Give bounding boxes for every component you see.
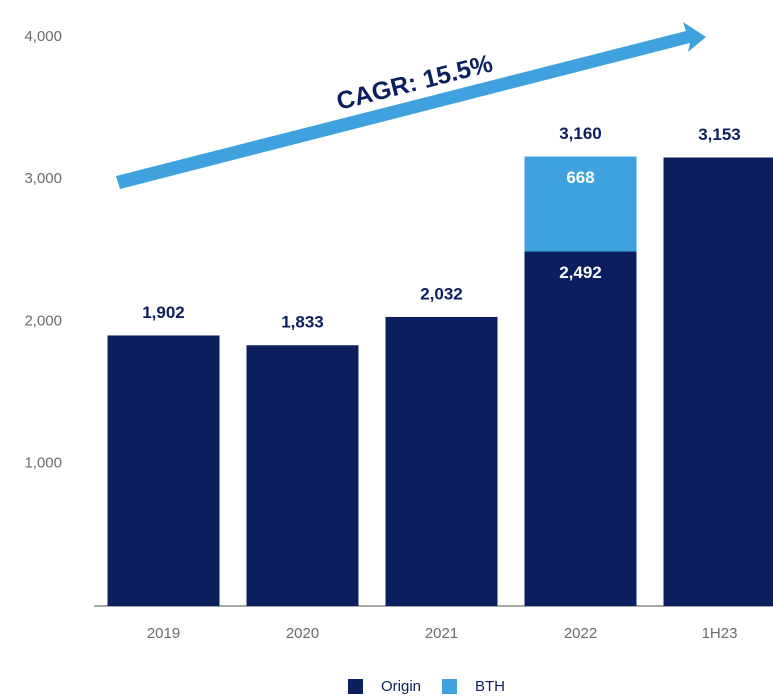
y-tick-label: 1,000 — [24, 455, 62, 472]
x-tick-label: 2022 — [564, 625, 597, 642]
total-label: 3,160 — [559, 124, 602, 143]
bar-segment — [246, 345, 359, 606]
y-tick-label: 4,000 — [24, 28, 62, 45]
legend-label: Origin — [381, 678, 421, 695]
value-label: 1,902 — [142, 303, 185, 322]
x-tick-label: 2020 — [286, 625, 319, 642]
x-tick-label: 1H23 — [702, 625, 738, 642]
value-label: 2,492 — [559, 263, 602, 282]
y-tick-label: 2,000 — [24, 312, 62, 329]
legend-swatch — [348, 679, 363, 694]
value-label: 668 — [566, 168, 594, 187]
legend-swatch — [442, 679, 457, 694]
bar-segment — [107, 335, 220, 606]
x-tick-label: 2019 — [147, 625, 180, 642]
bar-segment — [385, 316, 498, 606]
legend-label: BTH — [475, 678, 505, 695]
value-label: 2,032 — [420, 284, 463, 303]
x-tick-label: 2021 — [425, 625, 458, 642]
bar-segment — [524, 251, 637, 606]
bar-segment — [663, 157, 773, 606]
cagr-arrow — [116, 22, 706, 189]
value-label: 1,833 — [281, 313, 324, 332]
bar-segment — [524, 156, 637, 252]
value-label: 3,153 — [698, 125, 741, 144]
y-tick-label: 3,000 — [24, 170, 62, 187]
